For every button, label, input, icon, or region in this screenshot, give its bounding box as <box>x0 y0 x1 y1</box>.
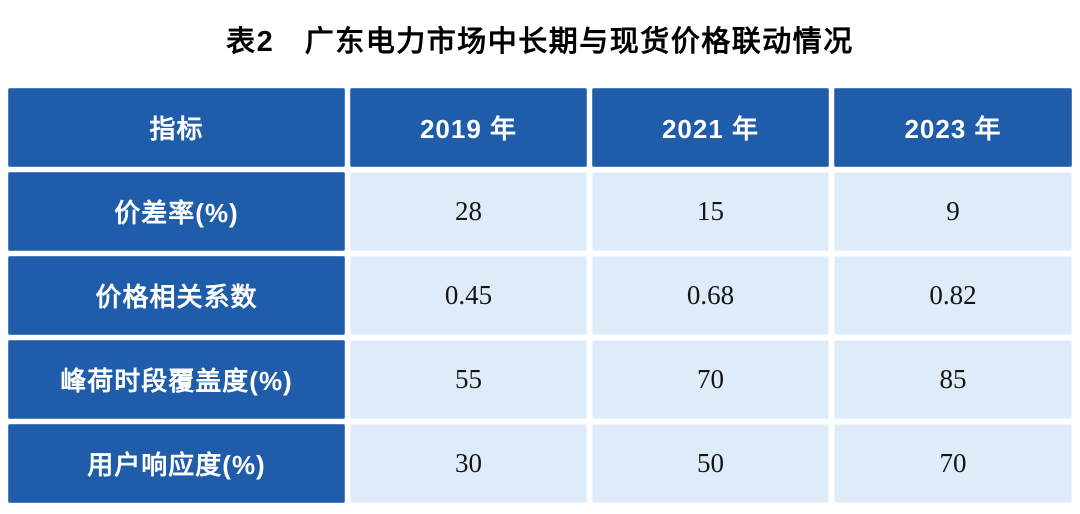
column-header-indicator-label: 指标 <box>149 114 204 144</box>
cell-value: 70 <box>939 448 967 478</box>
table-cell: 50 <box>592 424 829 503</box>
column-header-2023: 2023 年 <box>834 88 1072 167</box>
table-cell: 30 <box>350 424 587 503</box>
cell-value: 0.45 <box>444 280 493 310</box>
column-header-2023-label: 2023 年 <box>904 114 1002 144</box>
row-label-text: 用户响应度(%) <box>87 450 266 480</box>
price-linkage-table: 指标 2019 年 2021 年 2023 年 价差率(%) 28 15 9 价… <box>8 88 1072 503</box>
column-header-2019-label: 2019 年 <box>419 114 518 144</box>
column-header-2021-label: 2021 年 <box>661 114 760 144</box>
cell-value: 55 <box>455 364 482 394</box>
table-cell: 85 <box>834 340 1072 419</box>
row-label-text: 价差率(%) <box>114 198 239 228</box>
table-cell: 9 <box>834 172 1072 251</box>
column-header-indicator: 指标 <box>8 88 345 167</box>
table-cell: 55 <box>350 340 587 419</box>
cell-value: 9 <box>946 196 960 226</box>
cell-value: 85 <box>939 364 967 394</box>
table-cell: 0.45 <box>350 256 587 335</box>
row-label-text: 峰荷时段覆盖度(%) <box>60 366 293 396</box>
table-cell: 28 <box>350 172 587 251</box>
cell-value: 15 <box>697 196 724 226</box>
cell-value: 0.68 <box>686 280 735 310</box>
row-label-price-spread-rate: 价差率(%) <box>8 172 345 251</box>
table-cell: 70 <box>834 424 1072 503</box>
table-cell: 0.82 <box>834 256 1072 335</box>
table-cell: 15 <box>592 172 829 251</box>
cell-value: 28 <box>455 196 482 226</box>
row-label-user-response: 用户响应度(%) <box>8 424 345 503</box>
cell-value: 70 <box>697 364 724 394</box>
cell-value: 0.82 <box>929 280 977 310</box>
column-header-2021: 2021 年 <box>592 88 829 167</box>
table-caption: 表2 广东电力市场中长期与现货价格联动情况 <box>226 26 854 58</box>
row-label-price-correlation: 价格相关系数 <box>8 256 345 335</box>
cell-value: 50 <box>697 448 724 478</box>
cell-value: 30 <box>455 448 482 478</box>
table-cell: 70 <box>592 340 829 419</box>
row-label-text: 价格相关系数 <box>95 282 258 312</box>
row-label-peak-coverage: 峰荷时段覆盖度(%) <box>8 340 345 419</box>
column-header-2019: 2019 年 <box>350 88 587 167</box>
table-cell: 0.68 <box>592 256 829 335</box>
